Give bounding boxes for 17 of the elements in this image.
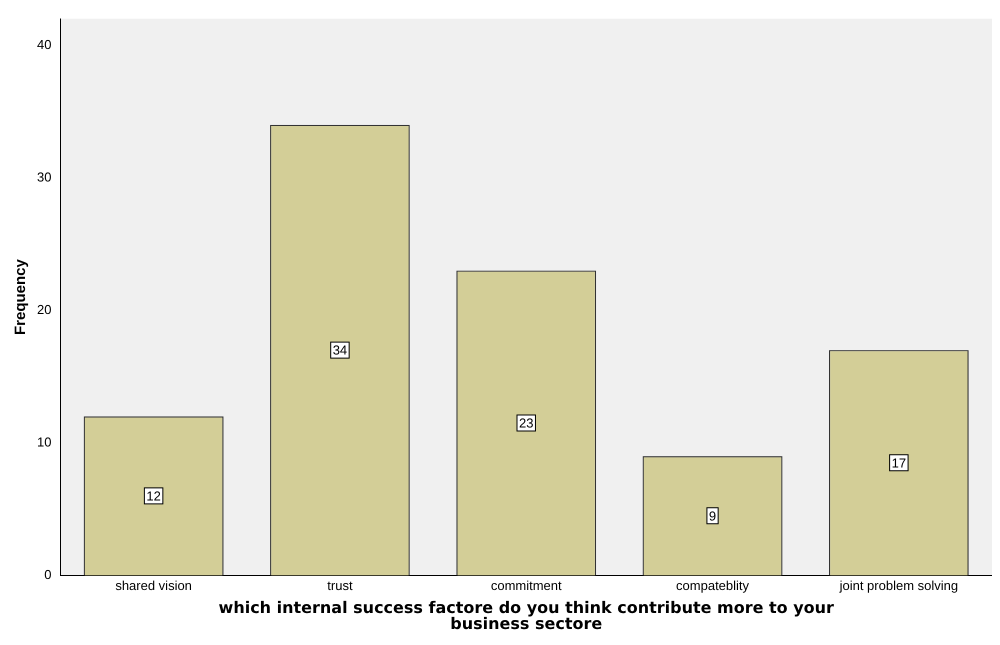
x-tick-label: compateblity bbox=[676, 578, 750, 593]
x-axis-title: which internal success factore do you think contribute more to your business sectore bbox=[218, 598, 834, 634]
x-tick-label: joint problem solving bbox=[838, 578, 958, 593]
y-tick-label: 40 bbox=[36, 36, 52, 52]
y-tick-label: 30 bbox=[36, 169, 52, 184]
x-tick-label: shared vision bbox=[115, 578, 192, 593]
x-tick-label: trust bbox=[327, 578, 353, 593]
data-label: 23 bbox=[518, 416, 534, 431]
x-tick-label: commitment bbox=[490, 578, 562, 593]
data-label: 9 bbox=[708, 508, 716, 524]
y-axis-title: Frequency bbox=[12, 258, 30, 336]
y-tick-label: 10 bbox=[36, 434, 52, 450]
y-tick-label: 20 bbox=[36, 302, 52, 317]
y-tick-label: 0 bbox=[44, 566, 52, 582]
data-label: 12 bbox=[146, 488, 161, 504]
data-label: 34 bbox=[332, 342, 348, 358]
data-label: 17 bbox=[892, 455, 906, 470]
